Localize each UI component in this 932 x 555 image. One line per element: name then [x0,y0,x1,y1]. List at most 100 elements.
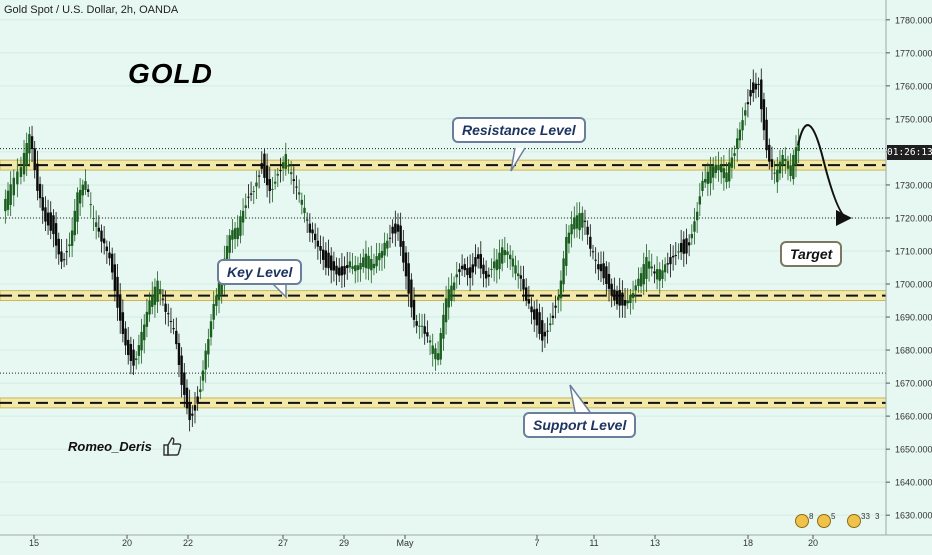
x-tick-label: 18 [743,538,753,548]
candle-body [573,217,576,230]
candle-body [698,196,702,205]
candle-body [645,256,648,279]
candle-body [557,296,560,301]
key-level-callout[interactable]: Key Level [217,259,303,285]
x-tick-label: 11 [589,538,598,548]
author-signature: Romeo_Deris [68,439,152,454]
candle-body [711,166,715,178]
candle-body [474,257,477,267]
candle-body [428,340,432,343]
candle-body [647,261,651,269]
candle-body [124,328,127,346]
event-icon[interactable] [847,514,861,528]
candle-body [233,228,237,239]
candle-body [695,211,699,221]
candle-body [303,207,306,214]
candle-body [322,249,325,260]
candle-body [492,261,496,269]
candle-body [722,168,726,179]
candle-body [741,120,744,131]
candle-body [383,242,386,256]
support-label: Support Level [533,417,627,433]
candle-body [324,250,328,268]
candle-body [44,207,47,222]
candle-body [89,204,93,206]
candle-body [196,396,199,404]
y-tick-label: 1640.000 [895,478,932,488]
resistance-callout[interactable]: Resistance Level [452,117,586,143]
y-tick-label: 1700.000 [895,280,932,290]
candle-body [255,182,258,187]
target-callout[interactable]: Target [780,241,843,267]
candle-body [482,264,485,275]
candle-body [94,222,98,227]
candle-body [591,251,595,253]
candle-body [137,345,141,356]
x-tick-label: 13 [650,538,660,548]
x-tick-label: 27 [278,538,288,548]
candle-body [503,250,507,256]
candle-body [720,165,723,173]
candle-body [375,256,378,267]
candle-body [519,275,523,279]
event-count: 5 [831,512,836,521]
candle-body [511,258,515,267]
candle-body [642,264,645,285]
candle-body [78,189,82,204]
y-tick-label: 1630.000 [895,511,932,521]
candle-body [639,273,643,287]
candle-body [308,223,312,233]
candle-body [244,205,247,208]
candle-body [271,188,274,190]
candle-body [498,252,501,270]
y-tick-label: 1650.000 [895,445,932,455]
candle-body [500,247,504,264]
event-markers[interactable]: 8 5 33 3 [795,512,885,530]
candle-body [273,181,277,184]
candle-body [46,212,50,226]
candle-body [578,213,581,231]
y-tick-label: 1770.000 [895,48,932,58]
candle-body [287,165,290,167]
candle-body [16,171,19,185]
event-icon[interactable] [795,514,809,528]
candle-body [444,298,448,323]
candle-body [204,350,207,370]
candle-body [466,267,469,276]
candle-body [623,300,627,306]
candle-body [581,212,584,228]
candle-body [110,253,114,273]
candle-body [605,266,608,285]
candle-body [792,154,795,180]
candle-body [418,325,421,327]
candle-body [164,303,167,312]
event-icon[interactable] [817,514,831,528]
candle-body [786,161,790,169]
candle-body [159,289,162,295]
candle-body [404,252,408,277]
candle-body [546,330,549,332]
y-tick-label: 1760.000 [895,81,932,91]
candle-body [730,157,734,168]
candle-body [479,253,482,269]
candle-body [738,129,742,141]
candle-body [776,169,779,183]
candle-body [370,258,373,271]
candle-body [161,298,165,300]
candle-body [76,192,79,222]
candle-body [661,270,664,279]
x-tick-label: 29 [339,538,349,548]
candle-body [279,170,282,172]
candle-body [674,255,677,257]
candle-body [295,186,298,188]
candle-body [239,216,242,236]
candle-body [671,255,675,258]
candle-body [332,261,336,271]
candle-body [476,254,480,259]
support-callout[interactable]: Support Level [523,412,637,438]
candle-body [749,89,752,97]
candle-body [132,349,135,366]
candle-body [340,266,344,276]
candle-body [752,82,755,93]
